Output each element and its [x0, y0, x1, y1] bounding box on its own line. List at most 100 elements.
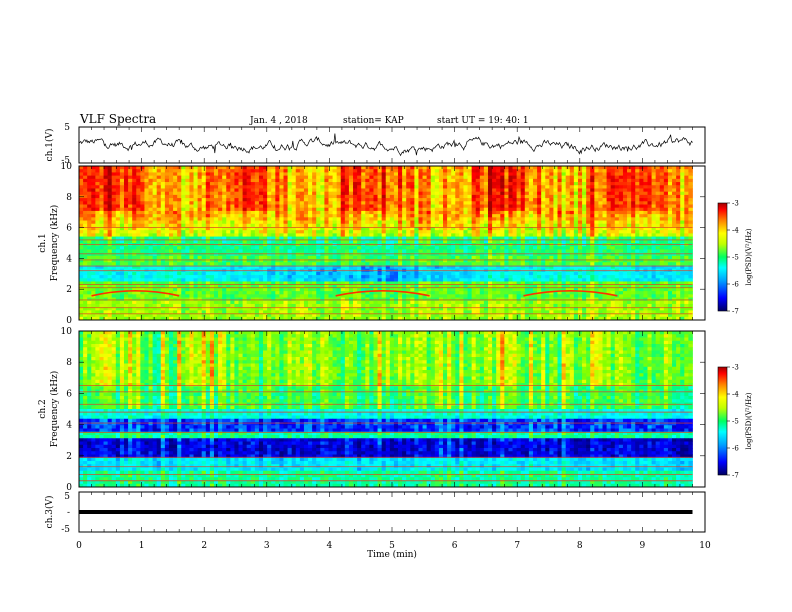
spectrogram-cell — [430, 217, 436, 221]
spectrogram-cell — [271, 207, 276, 212]
spectrogram-cell — [271, 246, 276, 250]
spectrogram-cell — [594, 172, 599, 177]
spectrogram-cell — [201, 207, 207, 212]
spectrogram-cell — [520, 259, 526, 263]
spectrogram-cell — [328, 255, 333, 260]
spectrogram-cell — [635, 239, 640, 244]
spectrogram-cell — [283, 194, 288, 199]
spectrogram-cell — [385, 246, 391, 250]
spectrogram-cell — [185, 217, 190, 221]
spectrogram-cell — [308, 178, 313, 183]
spectrogram-cell — [336, 230, 342, 234]
spectrogram-cell — [197, 259, 203, 263]
spectrogram-cell — [569, 246, 575, 250]
spectrogram-cell — [471, 217, 477, 221]
spectrogram-cell — [434, 265, 440, 270]
spectrogram-cell — [655, 236, 661, 241]
spectrogram-cell — [168, 188, 174, 193]
spectrogram-cell — [189, 226, 194, 231]
spectrogram-cell — [173, 214, 178, 218]
spectrogram-cell — [152, 210, 158, 215]
spectrogram-cell — [213, 166, 219, 170]
spectrogram-cell — [205, 188, 211, 193]
spectrogram-cell — [181, 191, 186, 196]
spectrogram-cell — [250, 175, 256, 180]
spectrogram-cell — [263, 255, 268, 260]
spectrogram-cell — [627, 201, 632, 205]
spectrogram-cell — [393, 223, 399, 228]
spectrogram-cell — [242, 249, 248, 254]
spectrogram-cell — [283, 259, 288, 263]
spectrogram-cell — [168, 194, 174, 199]
spectrogram-cell — [357, 175, 362, 180]
spectrogram-cell — [622, 246, 628, 250]
spectrogram-cell — [291, 204, 297, 209]
spectrogram-cell — [414, 191, 419, 196]
spectrogram-cell — [635, 223, 640, 228]
spectrogram-cell — [234, 198, 239, 202]
spectrogram-cell — [222, 182, 227, 186]
spectrogram-cell — [353, 185, 358, 189]
spectrogram-cell — [381, 172, 387, 177]
spectrogram-cell — [582, 182, 587, 186]
spectrogram-cell — [144, 246, 149, 250]
spectrogram-cell — [524, 239, 530, 244]
spectrogram-cell — [598, 201, 603, 205]
spectrogram-cell — [312, 172, 317, 177]
spectrogram-cell — [655, 182, 661, 186]
spectrogram-cell — [197, 172, 203, 177]
spectrogram-cell — [512, 198, 518, 202]
spectrogram-cell — [553, 178, 558, 183]
spectrogram-cell — [590, 191, 595, 196]
spectrogram-cell — [577, 233, 583, 237]
spectrogram-cell — [426, 198, 432, 202]
spectrogram-cell — [594, 198, 599, 202]
spectrogram-cell — [115, 259, 121, 263]
spectrogram-cell — [377, 265, 383, 270]
spectrogram-cell — [373, 194, 378, 199]
spectrogram-cell — [590, 175, 595, 180]
spectrogram-cell — [528, 169, 534, 173]
spectrogram-cell — [336, 252, 342, 257]
spectrogram-cell — [430, 178, 436, 183]
spectrogram-cell — [410, 262, 415, 266]
spectrogram-cell — [389, 252, 395, 257]
spectrogram-cell — [209, 166, 215, 170]
spectrogram-cell — [218, 220, 223, 225]
spectrogram-cell — [426, 207, 432, 212]
spectrogram-cell — [569, 166, 575, 170]
spectrogram-cell — [410, 255, 415, 260]
spectrogram-cell — [123, 188, 129, 193]
spectrogram-cell — [483, 223, 489, 228]
spectrogram-cell — [565, 217, 571, 221]
spectrogram-cell — [279, 166, 284, 170]
spectrogram-cell — [639, 255, 644, 260]
spectrogram-cell — [128, 172, 133, 177]
spectrogram-cell — [573, 233, 579, 237]
spectrogram-cell — [79, 252, 84, 257]
spectrogram-cell — [475, 169, 481, 173]
spectrogram-cell — [475, 194, 481, 199]
spectrogram-cell — [205, 230, 211, 234]
spectrogram-cell — [606, 236, 612, 241]
spectrogram-cell — [361, 262, 366, 266]
spectrogram-cell — [316, 172, 321, 177]
ch1-waveform-ylabel: ch.1(V) — [44, 129, 55, 162]
spectrogram-cell — [377, 207, 383, 212]
spectrogram-cell — [279, 239, 284, 244]
spectrogram-cell — [209, 201, 215, 205]
spectrogram-cell — [463, 223, 468, 228]
spectrogram-cell — [487, 172, 493, 177]
spectrogram-cell — [410, 182, 415, 186]
spectrogram-cell — [258, 198, 264, 202]
spectrogram-cell — [504, 185, 509, 189]
spectrogram-cell — [234, 246, 239, 250]
spectrogram-cell — [577, 175, 583, 180]
spectrogram-cell — [353, 249, 358, 254]
spectrogram-cell — [271, 194, 276, 199]
spectrogram-cell — [267, 236, 272, 241]
spectrogram-cell — [447, 233, 452, 237]
spectrogram-cell — [95, 207, 100, 212]
spectrogram-cell — [565, 188, 571, 193]
